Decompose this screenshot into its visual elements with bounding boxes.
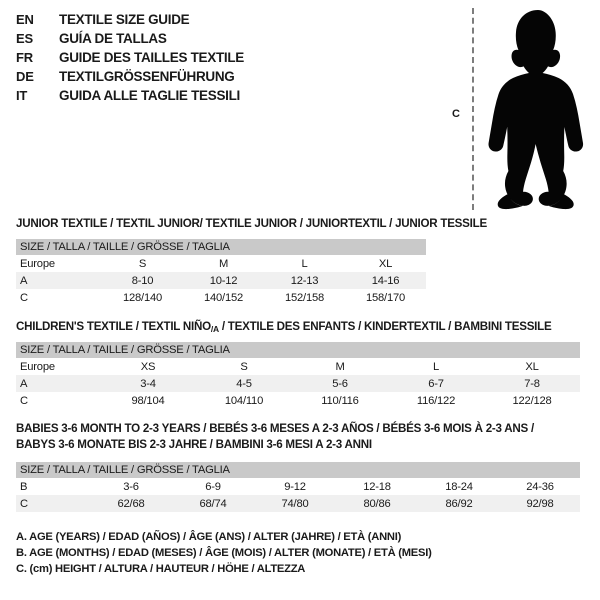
table-cell: S — [102, 255, 183, 272]
children-size-table: SIZE / TALLA / TAILLE / GRÖSSE / TAGLIA … — [16, 342, 581, 409]
legend-block: A. AGE (YEARS) / EDAD (AÑOS) / ÂGE (ANS)… — [16, 529, 576, 577]
row-label: C — [16, 289, 102, 306]
language-row-fr: FR GUIDE DES TAILLES TEXTILE — [16, 48, 436, 67]
language-code: EN — [16, 12, 34, 27]
children-section-heading: CHILDREN'S TEXTILE / TEXTIL NIÑO/A / TEX… — [16, 319, 552, 337]
language-title: GUÍA DE TALLAS — [59, 31, 167, 46]
babies-size-table: SIZE / TALLA / TAILLE / GRÖSSE / TAGLIA … — [16, 462, 580, 512]
legend-line-b: B. AGE (MONTHS) / EDAD (MESES) / ÂGE (MO… — [16, 547, 432, 559]
table-cell: 104/110 — [196, 392, 292, 409]
table-cell: 140/152 — [183, 289, 264, 306]
row-label: B — [16, 478, 90, 495]
table-cell: M — [183, 255, 264, 272]
table-row: C 62/68 68/74 74/80 80/86 86/92 92/98 — [16, 495, 580, 512]
table-cell: L — [388, 358, 484, 375]
table-cell: 62/68 — [90, 495, 172, 512]
language-code: IT — [16, 88, 28, 103]
junior-size-bar-row: SIZE / TALLA / TAILLE / GRÖSSE / TAGLIA — [16, 239, 426, 255]
table-cell: 3-6 — [90, 478, 172, 495]
table-cell: 5-6 — [292, 375, 388, 392]
junior-size-table: SIZE / TALLA / TAILLE / GRÖSSE / TAGLIA … — [16, 239, 426, 306]
row-label: Europe — [16, 358, 100, 375]
table-row: B 3-6 6-9 9-12 12-18 18-24 24-36 — [16, 478, 580, 495]
table-cell: 3-4 — [100, 375, 196, 392]
language-code: FR — [16, 50, 33, 65]
language-row-it: IT GUIDA ALLE TAGLIE TESSILI — [16, 86, 436, 105]
table-cell: 86/92 — [418, 495, 500, 512]
table-cell: 128/140 — [102, 289, 183, 306]
table-cell: 68/74 — [172, 495, 254, 512]
babies-size-bar-row: SIZE / TALLA / TAILLE / GRÖSSE / TAGLIA — [16, 462, 580, 478]
table-cell: 10-12 — [183, 272, 264, 289]
table-cell: S — [196, 358, 292, 375]
children-heading-subscript: /A — [210, 324, 219, 334]
table-cell: 12-18 — [336, 478, 418, 495]
language-title: GUIDE DES TAILLES TEXTILE — [59, 50, 245, 65]
language-title: GUIDA ALLE TAGLIE TESSILI — [59, 88, 240, 103]
row-label: C — [16, 495, 90, 512]
junior-size-bar-label: SIZE / TALLA / TAILLE / GRÖSSE / TAGLIA — [16, 239, 426, 255]
table-cell: 9-12 — [254, 478, 336, 495]
babies-size-bar-label: SIZE / TALLA / TAILLE / GRÖSSE / TAGLIA — [16, 462, 580, 478]
table-cell: 74/80 — [254, 495, 336, 512]
children-heading-post: / TEXTILE DES ENFANTS / KINDERTEXTIL / B… — [218, 320, 552, 333]
table-row: Europe S M L XL — [16, 255, 426, 272]
table-cell: 8-10 — [102, 272, 183, 289]
table-cell: 92/98 — [500, 495, 580, 512]
language-header-block: EN TEXTILE SIZE GUIDE ES GUÍA DE TALLAS … — [16, 10, 436, 105]
language-code: DE — [16, 69, 34, 84]
row-label: Europe — [16, 255, 102, 272]
table-cell: XL — [345, 255, 426, 272]
table-cell: 98/104 — [100, 392, 196, 409]
legend-line-a: A. AGE (YEARS) / EDAD (AÑOS) / ÂGE (ANS)… — [16, 531, 402, 543]
table-cell: 12-13 — [264, 272, 345, 289]
table-cell: 14-16 — [345, 272, 426, 289]
table-row: A 8-10 10-12 12-13 14-16 — [16, 272, 426, 289]
table-cell: M — [292, 358, 388, 375]
table-cell: 80/86 — [336, 495, 418, 512]
row-label: A — [16, 272, 102, 289]
table-cell: 122/128 — [484, 392, 581, 409]
children-size-bar-row: SIZE / TALLA / TAILLE / GRÖSSE / TAGLIA — [16, 342, 581, 358]
row-label: C — [16, 392, 100, 409]
table-cell: L — [264, 255, 345, 272]
language-code: ES — [16, 31, 33, 46]
legend-line-c: C. (cm) HEIGHT / ALTURA / HAUTEUR / HÖHE… — [16, 563, 306, 575]
language-row-es: ES GUÍA DE TALLAS — [16, 29, 436, 48]
language-row-de: DE TEXTILGRÖSSENFÜHRUNG — [16, 67, 436, 86]
table-cell: XL — [484, 358, 581, 375]
language-row-en: EN TEXTILE SIZE GUIDE — [16, 10, 436, 29]
table-cell: 6-7 — [388, 375, 484, 392]
table-cell: 24-36 — [500, 478, 580, 495]
size-illustration: C — [440, 4, 595, 212]
table-row: Europe XS S M L XL — [16, 358, 581, 375]
height-marker-label: C — [452, 108, 460, 120]
babies-section-heading-line1: BABIES 3-6 MONTH TO 2-3 YEARS / BEBÉS 3-… — [16, 422, 534, 435]
table-row: C 98/104 104/110 110/116 116/122 122/128 — [16, 392, 581, 409]
table-cell: 4-5 — [196, 375, 292, 392]
height-measure-dashed-line — [472, 8, 474, 210]
children-size-bar-label: SIZE / TALLA / TAILLE / GRÖSSE / TAGLIA — [16, 342, 581, 358]
table-cell: 18-24 — [418, 478, 500, 495]
table-cell: XS — [100, 358, 196, 375]
table-cell: 7-8 — [484, 375, 581, 392]
babies-section-heading-line2: BABYS 3-6 MONATE BIS 2-3 JAHRE / BAMBINI… — [16, 438, 372, 451]
table-cell: 110/116 — [292, 392, 388, 409]
language-title: TEXTILE SIZE GUIDE — [59, 12, 190, 27]
toddler-silhouette-icon — [488, 10, 584, 210]
table-cell: 152/158 — [264, 289, 345, 306]
row-label: A — [16, 375, 100, 392]
table-cell: 116/122 — [388, 392, 484, 409]
table-cell: 158/170 — [345, 289, 426, 306]
language-title: TEXTILGRÖSSENFÜHRUNG — [59, 69, 235, 84]
junior-section-heading: JUNIOR TEXTILE / TEXTIL JUNIOR/ TEXTILE … — [16, 217, 487, 230]
children-heading-pre: CHILDREN'S TEXTILE / TEXTIL NIÑO — [16, 320, 211, 333]
table-cell: 6-9 — [172, 478, 254, 495]
table-row: C 128/140 140/152 152/158 158/170 — [16, 289, 426, 306]
table-row: A 3-4 4-5 5-6 6-7 7-8 — [16, 375, 581, 392]
